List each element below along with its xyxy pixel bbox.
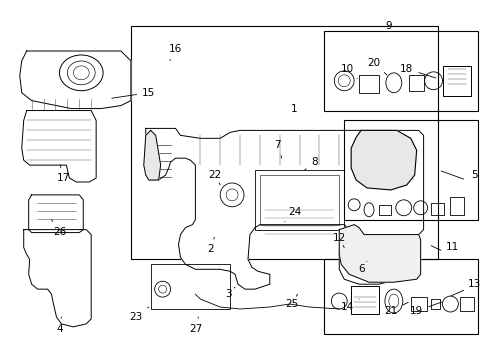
Bar bbox=[378, 205, 390, 215]
Text: 12: 12 bbox=[332, 233, 345, 247]
Bar bbox=[350, 286, 378, 314]
Text: 2: 2 bbox=[206, 237, 214, 255]
Text: 8: 8 bbox=[304, 157, 317, 170]
Text: 17: 17 bbox=[57, 165, 70, 183]
Bar bbox=[443, 66, 470, 96]
Bar bbox=[344, 121, 477, 220]
Text: 5: 5 bbox=[470, 170, 477, 180]
Text: 21: 21 bbox=[384, 302, 407, 316]
Bar bbox=[259, 175, 339, 225]
Text: 3: 3 bbox=[224, 287, 235, 299]
Polygon shape bbox=[350, 130, 416, 190]
Polygon shape bbox=[145, 129, 423, 289]
Text: 14: 14 bbox=[340, 299, 358, 312]
Text: 22: 22 bbox=[208, 170, 222, 185]
Text: 26: 26 bbox=[51, 220, 66, 237]
Bar bbox=[324, 260, 477, 334]
Text: 10: 10 bbox=[340, 64, 356, 79]
Text: 20: 20 bbox=[366, 58, 386, 75]
Bar bbox=[408, 75, 423, 91]
Text: 1: 1 bbox=[291, 104, 297, 113]
Text: 15: 15 bbox=[112, 88, 155, 98]
Text: 18: 18 bbox=[399, 64, 435, 78]
Text: 25: 25 bbox=[285, 294, 298, 309]
Polygon shape bbox=[24, 230, 91, 327]
Text: 4: 4 bbox=[56, 317, 62, 334]
Text: 13: 13 bbox=[467, 279, 480, 289]
Bar bbox=[358, 75, 378, 93]
Polygon shape bbox=[29, 195, 83, 233]
Polygon shape bbox=[21, 111, 96, 182]
Text: 23: 23 bbox=[129, 307, 148, 322]
Bar bbox=[324, 31, 477, 111]
Bar bbox=[429, 203, 444, 215]
Bar bbox=[449, 197, 463, 215]
Text: 19: 19 bbox=[409, 302, 441, 316]
Text: 24: 24 bbox=[284, 207, 301, 222]
Bar bbox=[131, 26, 438, 260]
Text: 11: 11 bbox=[445, 243, 458, 252]
Bar bbox=[254, 170, 344, 230]
Polygon shape bbox=[20, 51, 131, 109]
Bar bbox=[459, 297, 473, 311]
Polygon shape bbox=[143, 130, 161, 180]
Text: 9: 9 bbox=[385, 21, 391, 31]
Polygon shape bbox=[339, 225, 420, 282]
Bar bbox=[410, 297, 426, 311]
Bar bbox=[150, 264, 230, 309]
Text: 27: 27 bbox=[188, 317, 202, 334]
Text: 7: 7 bbox=[274, 140, 281, 158]
Bar bbox=[429, 299, 440, 309]
Text: 6: 6 bbox=[357, 261, 366, 274]
Text: 16: 16 bbox=[168, 44, 182, 60]
